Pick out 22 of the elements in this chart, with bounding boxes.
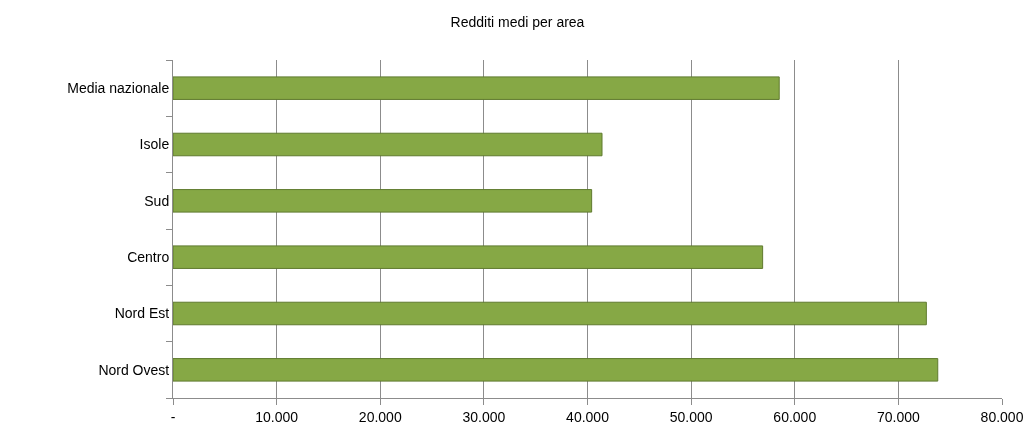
y-tick-label: Isole xyxy=(139,136,170,153)
x-tick-label: - xyxy=(170,408,176,425)
chart-title: Redditi medi per area xyxy=(450,13,585,30)
y-tick-label: Nord Ovest xyxy=(98,361,170,378)
x-tick-label: 80.000 xyxy=(980,408,1024,425)
x-tick-label: 40.000 xyxy=(566,408,610,425)
x-tick-label: 70.000 xyxy=(876,408,920,425)
bar xyxy=(173,189,593,213)
x-tick-label: 10.000 xyxy=(255,408,299,425)
y-tick-label: Centro xyxy=(127,249,170,266)
x-tick-label: 50.000 xyxy=(669,408,713,425)
y-tick-label: Sud xyxy=(144,192,170,209)
y-tick-label: Media nazionale xyxy=(67,80,170,97)
x-tick-label: 30.000 xyxy=(462,408,506,425)
bar xyxy=(173,358,939,382)
bar xyxy=(173,245,764,269)
x-tick-label: 60.000 xyxy=(773,408,817,425)
y-tick-label: Nord Est xyxy=(114,305,170,322)
bar xyxy=(173,301,927,326)
x-tick-label: 20.000 xyxy=(358,408,402,425)
bar xyxy=(173,76,780,100)
bar xyxy=(173,132,603,157)
